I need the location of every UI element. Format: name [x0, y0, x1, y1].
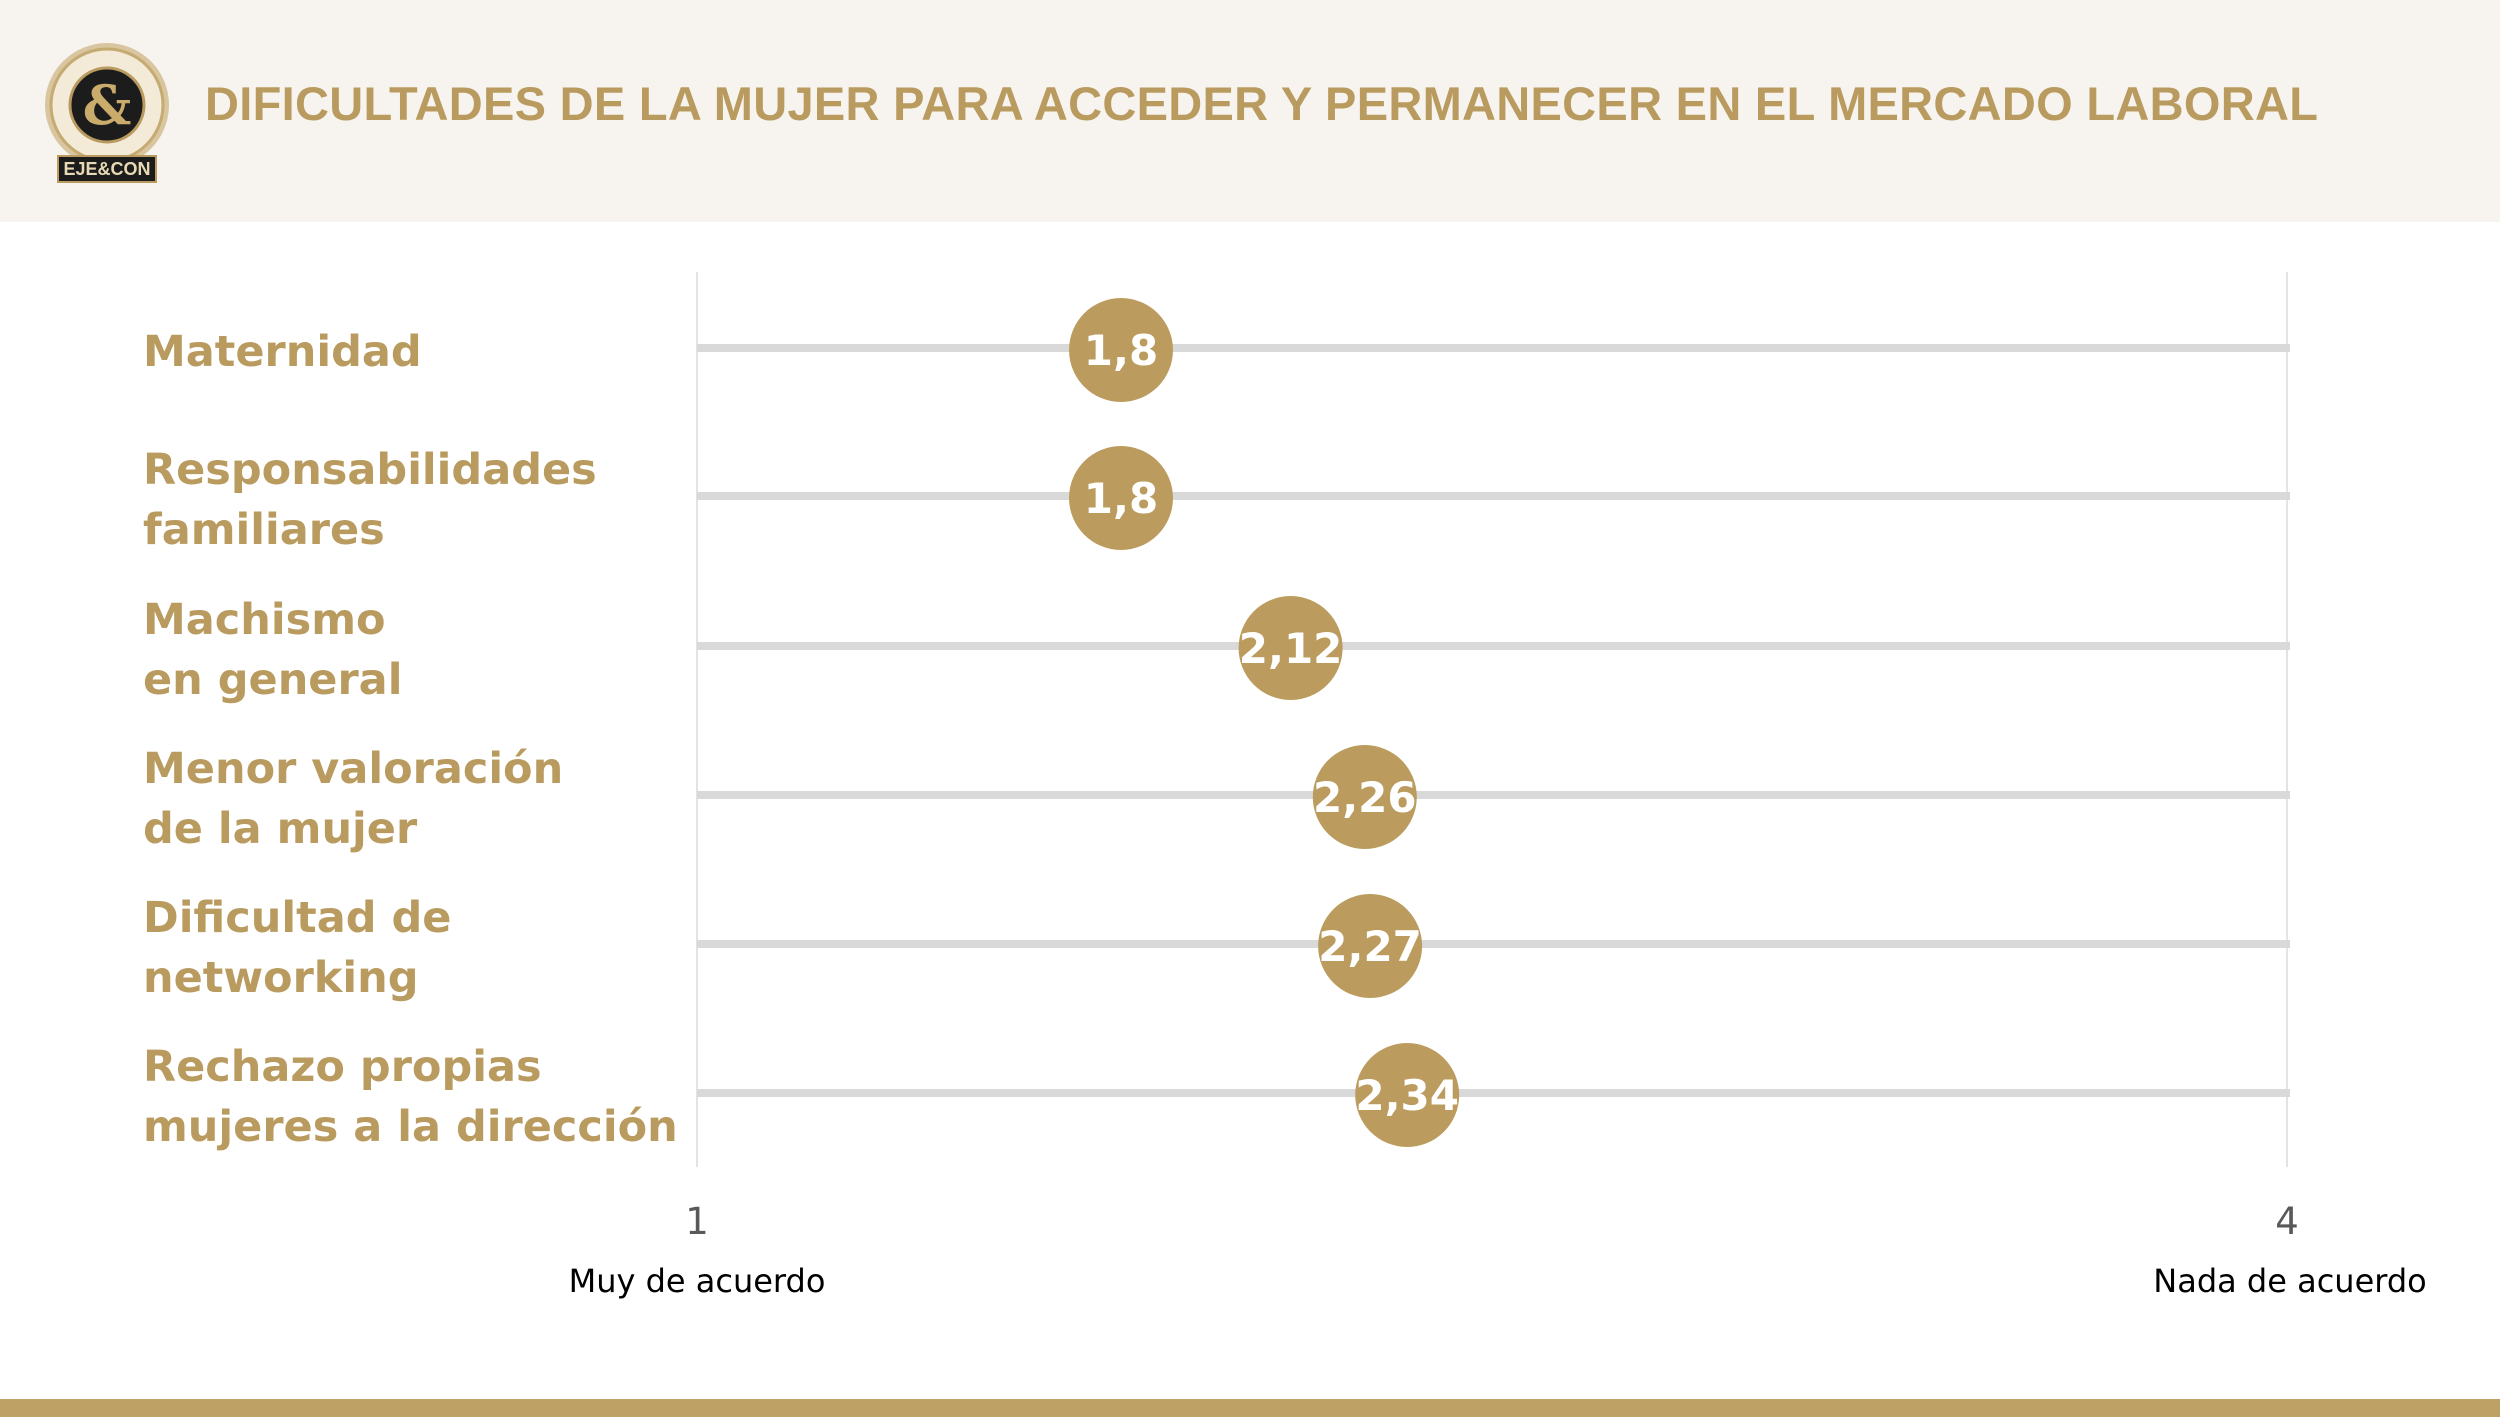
x-max-caption: Nada de acuerdo [2153, 1262, 2427, 1300]
data-point [1312, 745, 1417, 849]
data-label: 2,34 [1355, 1071, 1459, 1120]
category-label: Machismo en general [143, 595, 403, 705]
data-label: 1,8 [1084, 326, 1158, 375]
dot-plot-chart: 1,8 1,8 2,12 2,26 2,27 2,34 Maternidad Respons… [0, 222, 2500, 1402]
x-tick-label: 1 [685, 1200, 709, 1243]
logo-ampersand: & [83, 73, 132, 137]
data-point [1069, 446, 1173, 550]
data-label: 2,26 [1313, 773, 1417, 822]
category-label: Dificultad de networking [143, 893, 452, 1003]
category-label: Rechazo propias mujeres a la dirección [143, 1042, 678, 1152]
data-point [1355, 1043, 1460, 1147]
data-point [1238, 596, 1343, 700]
footer-bar [0, 1399, 2500, 1417]
x-tick-label: 4 [2275, 1200, 2299, 1243]
data-label: 2,27 [1318, 922, 1422, 971]
data-point [1318, 894, 1423, 998]
category-label: Responsabilidades familiares [143, 445, 597, 555]
x-min-caption: Muy de acuerdo [568, 1262, 826, 1300]
category-label: Menor valoración de la mujer [143, 744, 564, 854]
plot-area: 1,8 1,8 2,12 2,26 2,27 2,34 [696, 272, 2290, 1167]
page-title: DIFICULTADES DE LA MUJER PARA ACCEDER Y … [205, 77, 2319, 130]
ejecon-logo: & EJE&CON [45, 43, 169, 183]
data-point [1069, 298, 1173, 402]
category-label: Maternidad [143, 327, 422, 377]
data-label: 1,8 [1084, 474, 1158, 523]
logo-brand: EJE&CON [63, 159, 150, 179]
data-label: 2,12 [1239, 624, 1343, 673]
header-banner: & EJE&CON DIFICULTADES DE LA MUJER PARA … [0, 0, 2500, 222]
